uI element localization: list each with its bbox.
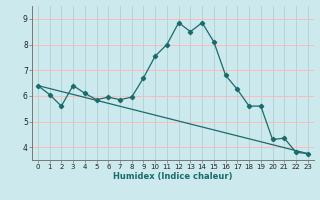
X-axis label: Humidex (Indice chaleur): Humidex (Indice chaleur)	[113, 172, 233, 181]
